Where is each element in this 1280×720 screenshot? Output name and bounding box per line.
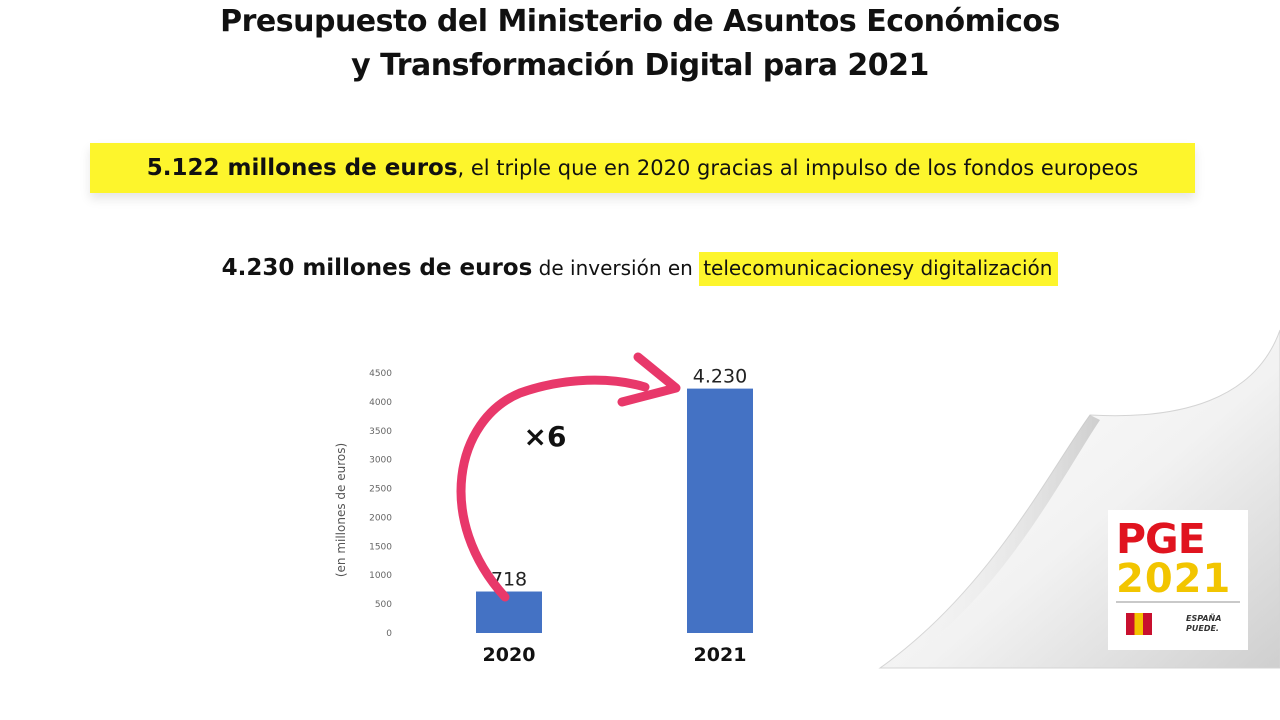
y-tick-label: 0 (386, 629, 392, 639)
highlight-text: , el triple que en 2020 gracias al impul… (457, 156, 1139, 180)
highlight-banner: 5.122 millones de euros, el triple que e… (90, 143, 1195, 193)
y-tick-label: 4000 (369, 398, 392, 408)
logo-divider (1116, 601, 1240, 603)
logo-pge-text: PGE (1116, 515, 1206, 563)
y-tick-label: 2000 (369, 513, 392, 523)
growth-arrow-head (617, 352, 681, 407)
puede-line: PUEDE. (1186, 624, 1219, 633)
page-title: Presupuesto del Ministerio de Asuntos Ec… (0, 0, 1280, 88)
x-category-label: 2021 (694, 644, 747, 666)
investment-highlight: telecomunicacionesy digitalización (699, 252, 1059, 286)
y-tick-label: 1000 (369, 571, 392, 581)
y-axis-label: (en millones de euros) (334, 443, 348, 577)
x-category-label: 2020 (483, 644, 536, 666)
highlight-amount: 5.122 millones de euros (146, 155, 458, 181)
y-tick-label: 3000 (369, 456, 392, 466)
title-line-1: Presupuesto del Ministerio de Asuntos Ec… (220, 4, 1060, 39)
espana-puede-logo: ESPAÑA PUEDE. (1186, 614, 1221, 634)
y-tick-label: 4500 (369, 369, 392, 379)
logo-year-text: 2021 (1116, 556, 1232, 602)
investment-amount: 4.230 millones de euros (221, 255, 533, 281)
curl-shadow (880, 415, 1100, 668)
growth-arrow-curve (456, 375, 650, 602)
pge-2021-logo: PGE 2021 ESPAÑA PUEDE. (1112, 515, 1242, 645)
investment-text: de inversión en (532, 256, 700, 280)
multiplier-annotation: ×6 (524, 420, 567, 453)
investment-line: 4.230 millones de euros de inversión en … (0, 252, 1280, 286)
government-shield-icon (1126, 613, 1152, 635)
y-tick-label: 2500 (369, 485, 392, 495)
y-tick-label: 500 (375, 600, 392, 610)
data-label-2021: 4.230 (693, 366, 747, 388)
y-tick-label: 1500 (369, 542, 392, 552)
title-line-2: y Transformación Digital para 2021 (351, 48, 929, 83)
bar-2021 (687, 388, 753, 633)
y-tick-label: 3500 (369, 427, 392, 437)
espana-line: ESPAÑA (1186, 614, 1222, 623)
